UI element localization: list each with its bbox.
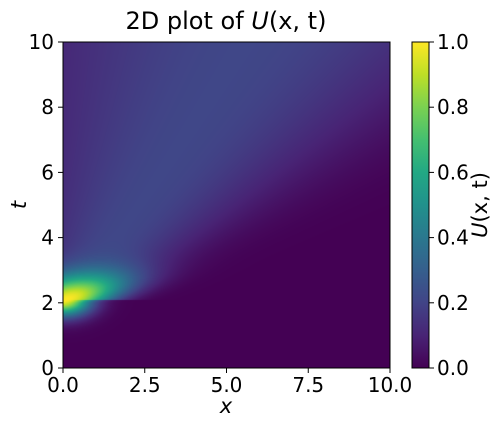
y-tick-label: 2 [41,291,54,315]
colorbar-tick-label: 0.8 [437,95,469,119]
x-tick-label: 7.5 [292,373,324,397]
y-axis: 0 2 4 6 8 10 [29,30,63,380]
x-axis-label: x [219,394,233,418]
x-tick-label: 2.5 [129,373,161,397]
colorbar: 0.0 0.2 0.4 0.6 0.8 1.0 U(x, t) [412,30,492,380]
colorbar-tick-label: 0.2 [437,291,469,315]
colorbar-label: U(x, t) [468,172,492,238]
colorbar-gradient [412,42,429,368]
y-tick-label: 8 [41,95,54,119]
x-tick-label: 10.0 [368,373,413,397]
chart-title: 2D plot of U(x, t) [126,7,327,35]
colorbar-tick-label: 0.0 [437,356,469,380]
x-axis: 0.0 2.5 5.0 7.5 10.0 [47,368,412,397]
y-tick-label: 10 [29,30,54,54]
y-axis-label: t [7,200,31,209]
colorbar-tick-label: 1.0 [437,30,469,54]
heatmap-image [63,42,390,368]
y-tick-label: 4 [41,226,54,250]
y-tick-label: 6 [41,160,54,184]
colorbar-ticks: 0.0 0.2 0.4 0.6 0.8 1.0 [429,30,469,380]
colorbar-tick-label: 0.6 [437,160,469,184]
y-tick-label: 0 [41,356,54,380]
plot-area [63,42,390,368]
colorbar-tick-label: 0.4 [437,226,469,250]
